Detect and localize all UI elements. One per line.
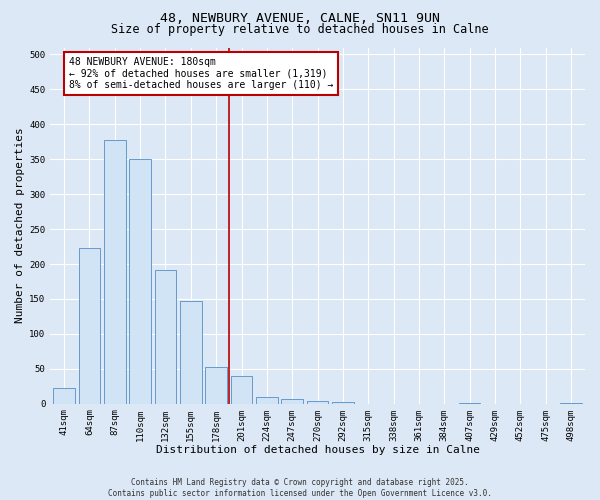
Bar [205, 366, 227, 404]
Text: 48 NEWBURY AVENUE: 180sqm
← 92% of detached houses are smaller (1,319)
8% of sem: 48 NEWBURY AVENUE: 180sqm ← 92% of detac… [68, 56, 333, 90]
Bar [231, 376, 253, 404]
Y-axis label: Number of detached properties: Number of detached properties [15, 128, 25, 324]
Bar [459, 403, 481, 404]
Bar [155, 270, 176, 404]
Bar [281, 399, 303, 404]
X-axis label: Distribution of detached houses by size in Calne: Distribution of detached houses by size … [155, 445, 479, 455]
Text: Contains HM Land Registry data © Crown copyright and database right 2025.
Contai: Contains HM Land Registry data © Crown c… [108, 478, 492, 498]
Bar [256, 396, 278, 404]
Bar [130, 160, 151, 404]
Bar [560, 403, 582, 404]
Bar [79, 248, 100, 404]
Bar [332, 402, 353, 404]
Bar [180, 301, 202, 404]
Bar [53, 388, 75, 404]
Text: 48, NEWBURY AVENUE, CALNE, SN11 9UN: 48, NEWBURY AVENUE, CALNE, SN11 9UN [160, 12, 440, 26]
Bar [104, 140, 125, 404]
Bar [307, 401, 328, 404]
Text: Size of property relative to detached houses in Calne: Size of property relative to detached ho… [111, 22, 489, 36]
